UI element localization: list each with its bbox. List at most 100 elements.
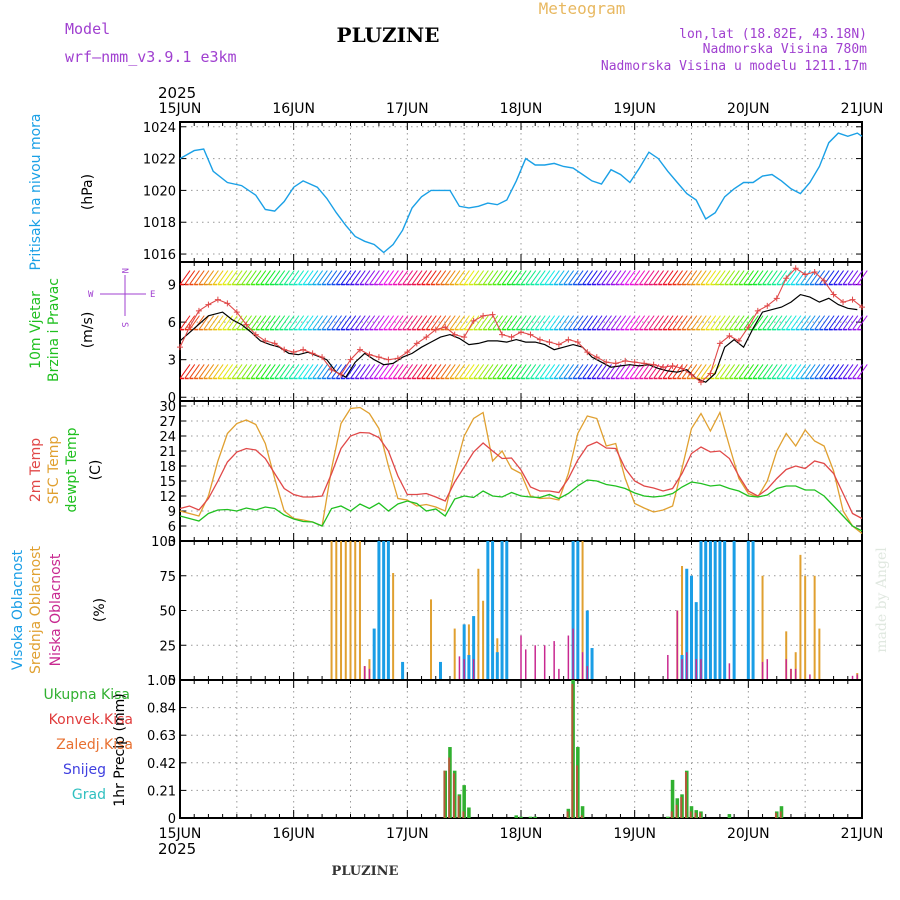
wind-barb [738, 364, 750, 379]
wind-barb [269, 364, 281, 379]
wind-barb [525, 270, 537, 285]
wind-barb [326, 270, 338, 285]
precip-legend-total: Ukupna Kisa [43, 687, 130, 703]
wind-gust-marker [243, 321, 250, 328]
wind-panel: 0 3 6 9 [168, 261, 868, 406]
wind-barb [757, 315, 769, 330]
wind-barb [359, 315, 371, 330]
wind-barb [591, 364, 603, 379]
wind-barb [795, 364, 807, 379]
wind-barb [643, 364, 655, 379]
wind-barb [193, 364, 205, 379]
wind-barb [790, 364, 802, 379]
wind-barb [345, 364, 357, 379]
wind-barb [766, 315, 778, 330]
wind-gust-marker [783, 275, 790, 282]
time-axis-top: 15JUN 16JUN 17JUN 18JUN 19JUN 20JUN 21JUN [159, 101, 884, 117]
wind-barb [747, 364, 759, 379]
wind-barb [733, 315, 745, 330]
y-tick-label: 0 [168, 391, 176, 406]
total-precip-bar [533, 816, 537, 818]
wind-barb [534, 270, 546, 285]
wind-gust-marker [593, 354, 600, 361]
wind-barb [814, 270, 826, 285]
wind-gust-marker [697, 379, 704, 386]
wind-gust-marker [584, 349, 591, 356]
wind-barb [492, 315, 503, 330]
wind-barb [762, 315, 773, 330]
wind-barb [236, 364, 248, 379]
wind-barb [260, 270, 271, 285]
pressure-label: Pritisak na nivou mora [28, 113, 44, 270]
wind-barb [757, 270, 769, 285]
wind-barb [264, 270, 276, 285]
wind-barb [198, 270, 210, 285]
wind-barb [762, 364, 773, 379]
wind-barb [790, 270, 802, 285]
wind-gust-marker [385, 356, 392, 363]
wind-barb [852, 364, 863, 379]
wind-gust-marker [811, 269, 818, 276]
wind-barb [539, 364, 551, 379]
wind-barb [430, 364, 442, 379]
wind-barb [364, 270, 376, 285]
wind-barb [506, 270, 518, 285]
wind-barb [340, 270, 352, 285]
wind-barb [520, 270, 532, 285]
wind-barb [591, 270, 603, 285]
wind-barb [331, 315, 342, 330]
wind-gust-marker [603, 359, 610, 366]
elevation-label: Nadmorska Visina 780m [703, 42, 868, 57]
conv-precip-bar [694, 812, 697, 818]
total-precip-bar [727, 814, 732, 818]
wind-barb [496, 364, 508, 379]
wind-barb [620, 270, 631, 285]
wind-barb [724, 270, 736, 285]
model-name: wrf–nmm_v3.9.1 e3km [65, 48, 237, 66]
wind-barb [245, 364, 257, 379]
wind-barb [421, 270, 432, 285]
wind-barb [444, 364, 456, 379]
wind-barb [833, 270, 844, 285]
wind-barb [274, 315, 286, 330]
wind-barb [738, 315, 750, 330]
wind-barb [236, 270, 248, 285]
precip-legend-snow: Snijeg [63, 762, 106, 778]
wind-barb [852, 270, 863, 285]
total-precip-bar [467, 807, 471, 818]
time-label: 16JUN [272, 101, 315, 117]
wind-barb [212, 315, 224, 330]
wind-barb [700, 315, 712, 330]
y-tick-label: 1018 [143, 216, 176, 231]
wind-barb [686, 315, 698, 330]
y-tick-label: 27 [159, 415, 176, 430]
wind-barb [781, 364, 792, 379]
wind-barb [345, 270, 357, 285]
wind-barb [302, 364, 314, 379]
wind-barb [226, 315, 238, 330]
wind-barb [179, 364, 191, 379]
temp-unit: (C) [88, 460, 104, 481]
y-tick-label: 24 [159, 430, 176, 445]
wind-barb [217, 364, 229, 379]
temp-label-dewpt: dewpt Temp [64, 427, 80, 512]
wind-barb [454, 364, 466, 379]
wind-barb [653, 315, 665, 330]
wind-barb [553, 270, 565, 285]
model-elevation-label: Nadmorska Visina u modelu 1211.17m [601, 59, 867, 74]
wind-barb [809, 315, 821, 330]
wind-barb [250, 270, 262, 285]
wind-barb [307, 270, 319, 285]
wind-barb [624, 315, 636, 330]
wind-barb [714, 315, 726, 330]
wind-gust-marker [764, 302, 771, 309]
wind-gust-marker [489, 311, 496, 318]
conv-precip-bar [580, 815, 583, 818]
wind-barb [856, 315, 868, 330]
wind-barb [705, 270, 717, 285]
wind-gust-marker [214, 296, 221, 303]
wind-gust-marker [679, 365, 686, 372]
wind-barb [634, 315, 646, 330]
wind-barb [312, 315, 324, 330]
wind-gust-marker [328, 366, 335, 373]
